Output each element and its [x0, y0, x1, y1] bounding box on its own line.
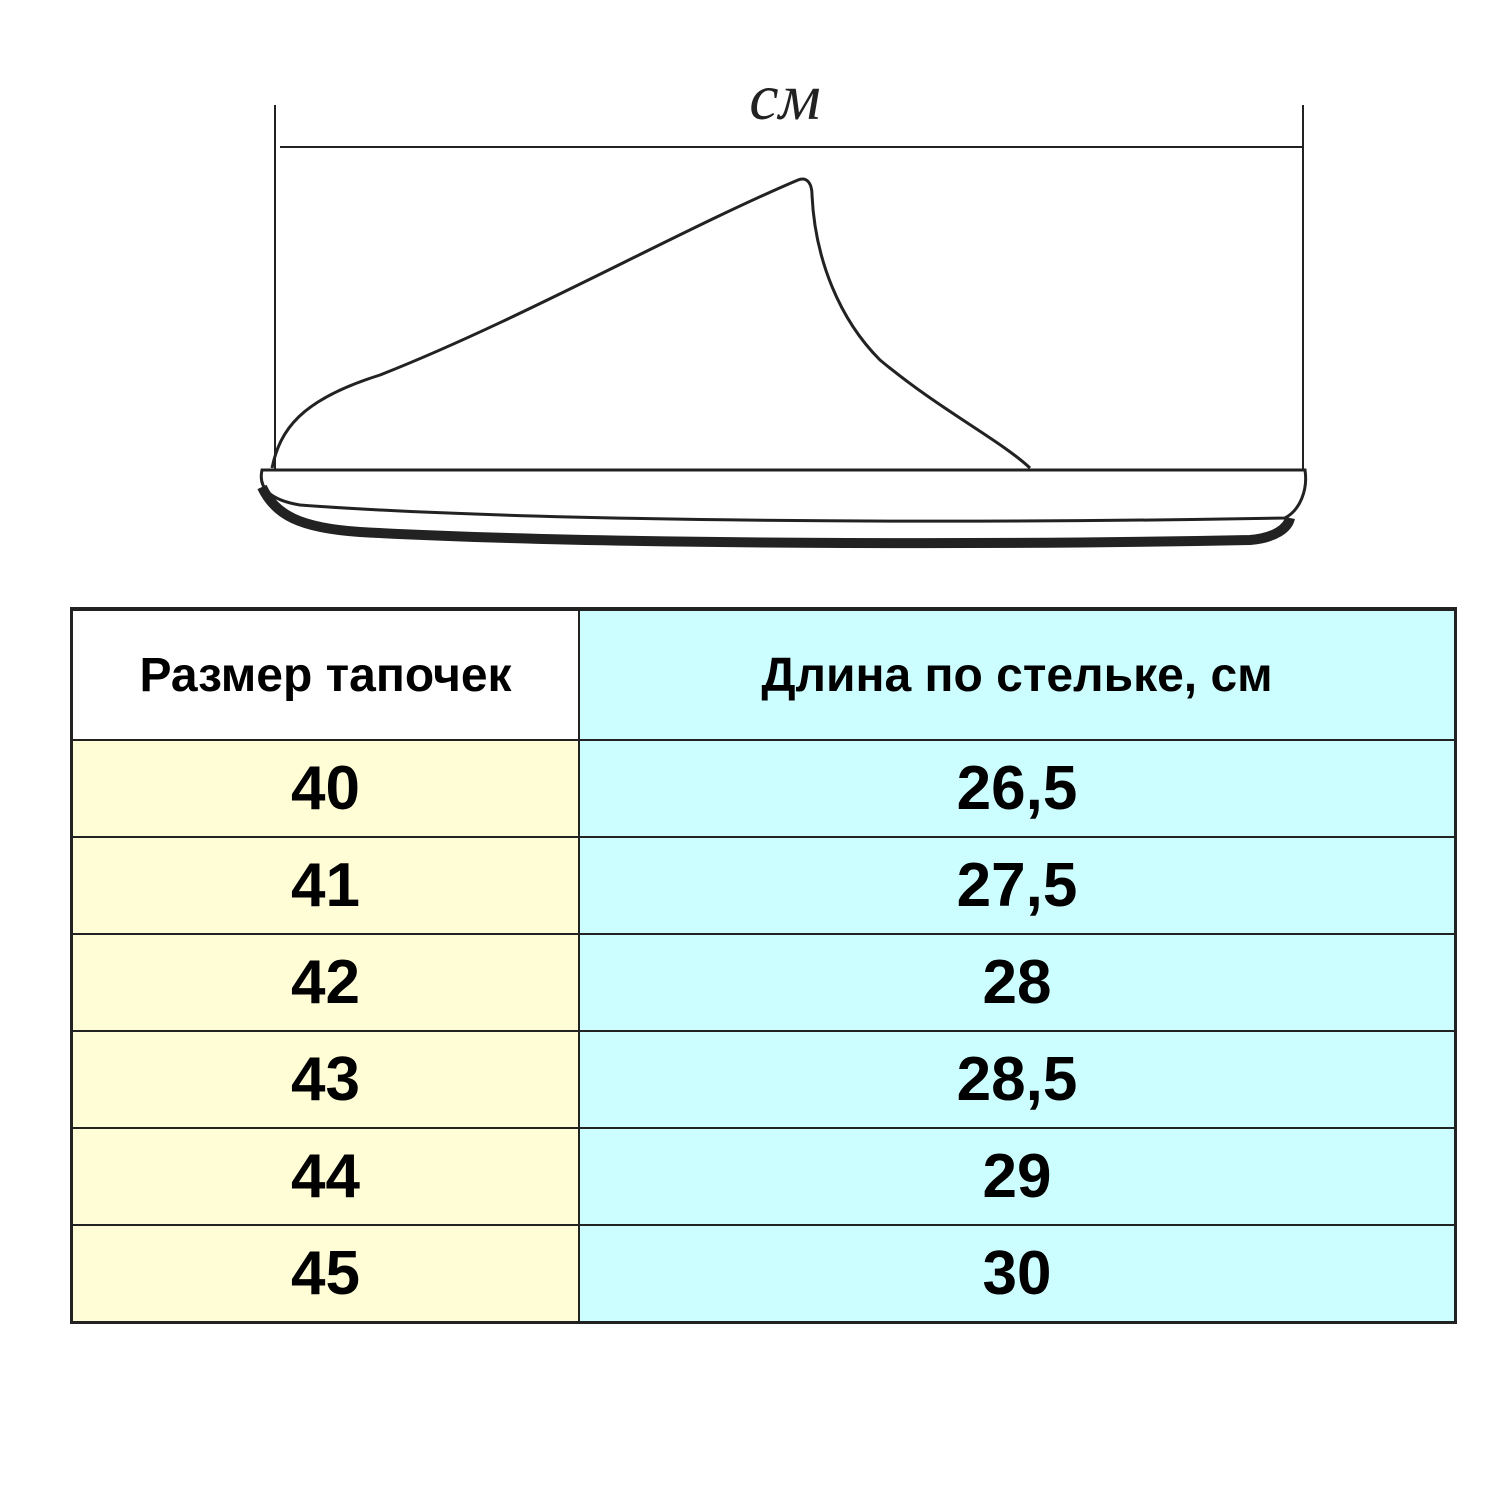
table-row: 42 28: [70, 933, 1457, 1032]
size-cell: 41: [70, 836, 580, 935]
slipper-diagram: [257, 105, 1308, 549]
table-row: 44 29: [70, 1127, 1457, 1226]
header-size: Размер тапочек: [70, 608, 580, 741]
table-row: 43 28,5: [70, 1030, 1457, 1129]
table-header-row: Размер тапочек Длина по стельке, см: [70, 608, 1457, 741]
length-cell: 29: [578, 1127, 1457, 1226]
size-cell: 44: [70, 1127, 580, 1226]
table-row: 45 30: [70, 1224, 1457, 1324]
table-row: 41 27,5: [70, 836, 1457, 935]
length-cell: 28,5: [578, 1030, 1457, 1129]
size-cell: 45: [70, 1224, 580, 1324]
length-cell: 30: [578, 1224, 1457, 1324]
size-table: Размер тапочек Длина по стельке, см 40 26…: [70, 607, 1457, 1324]
header-length: Длина по стельке, см: [578, 608, 1457, 741]
slipper-insole: [259, 468, 1308, 523]
size-cell: 40: [70, 739, 580, 838]
length-cell: 27,5: [578, 836, 1457, 935]
table-row: 40 26,5: [70, 739, 1457, 838]
size-cell: 42: [70, 933, 580, 1032]
length-cell: 26,5: [578, 739, 1457, 838]
slipper-sole: [257, 484, 1295, 549]
unit-label: см: [749, 61, 821, 134]
slipper-upper: [270, 177, 1032, 470]
length-cell: 28: [578, 933, 1457, 1032]
size-cell: 43: [70, 1030, 580, 1129]
